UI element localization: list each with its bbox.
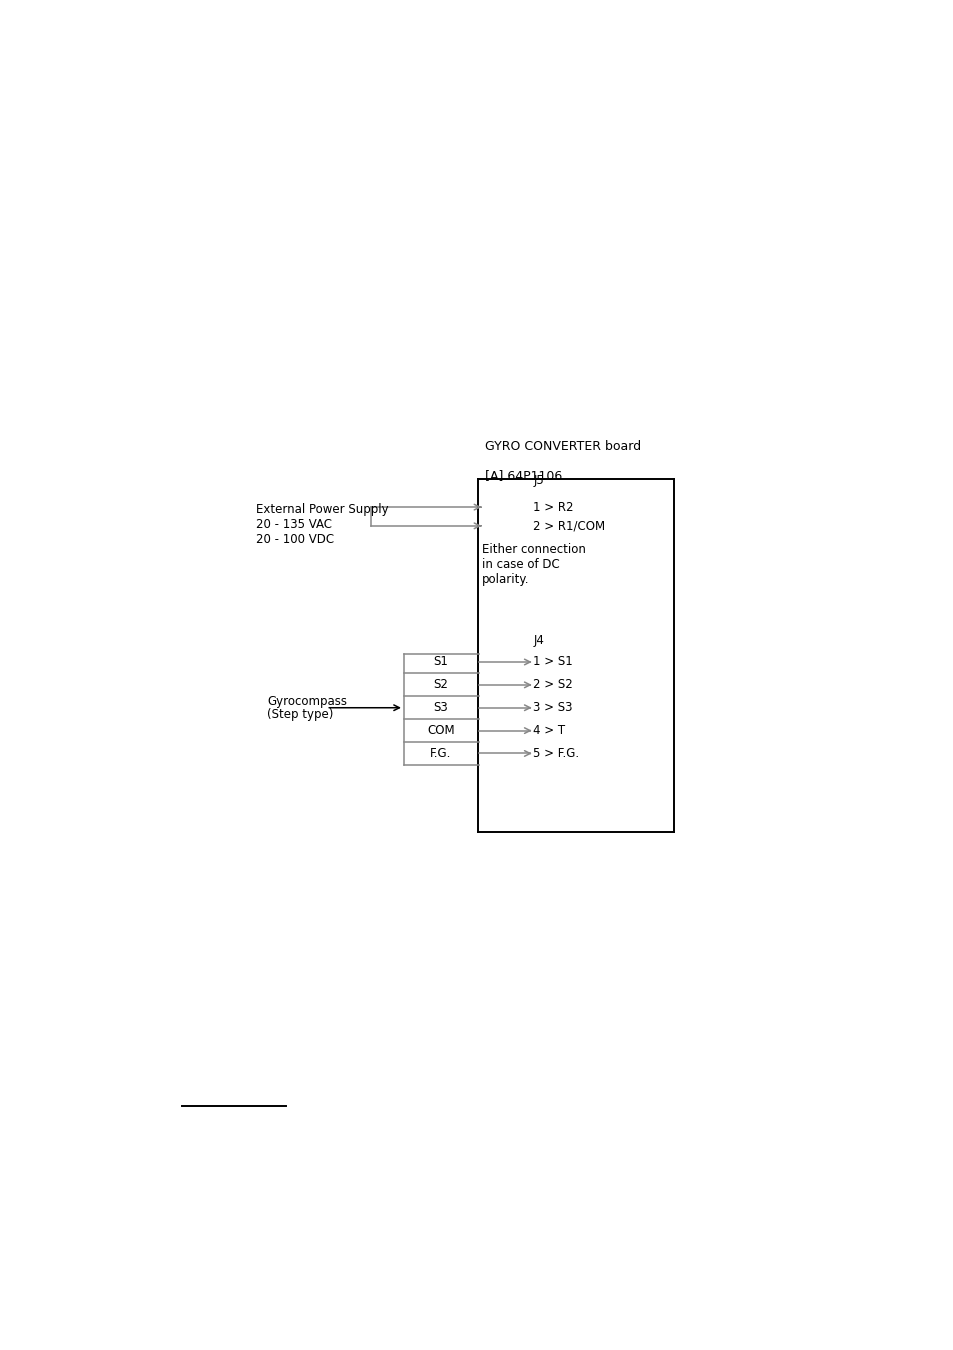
- Text: 1 > S1: 1 > S1: [533, 656, 573, 668]
- Text: 1 > R2: 1 > R2: [533, 501, 573, 513]
- Text: S2: S2: [433, 678, 448, 691]
- Text: Either connection
in case of DC
polarity.: Either connection in case of DC polarity…: [481, 544, 585, 586]
- Text: Gyrocompass: Gyrocompass: [267, 695, 347, 707]
- Text: S1: S1: [433, 656, 448, 668]
- Text: 2 > S2: 2 > S2: [533, 678, 573, 691]
- Text: External Power Supply
20 - 135 VAC
20 - 100 VDC: External Power Supply 20 - 135 VAC 20 - …: [255, 504, 388, 545]
- Text: J4: J4: [533, 634, 543, 648]
- Text: GYRO CONVERTER board: GYRO CONVERTER board: [485, 440, 640, 454]
- Text: 4 > T: 4 > T: [533, 724, 565, 737]
- Text: S3: S3: [433, 701, 448, 714]
- Text: 3 > S3: 3 > S3: [533, 701, 572, 714]
- Text: J5: J5: [533, 474, 543, 487]
- Text: (Step type): (Step type): [267, 707, 334, 721]
- Text: 2 > R1/COM: 2 > R1/COM: [533, 520, 605, 532]
- Text: COM: COM: [427, 724, 455, 737]
- Text: [A] 64P1106: [A] 64P1106: [485, 468, 562, 482]
- Text: 5 > F.G.: 5 > F.G.: [533, 747, 578, 760]
- Text: F.G.: F.G.: [430, 747, 451, 760]
